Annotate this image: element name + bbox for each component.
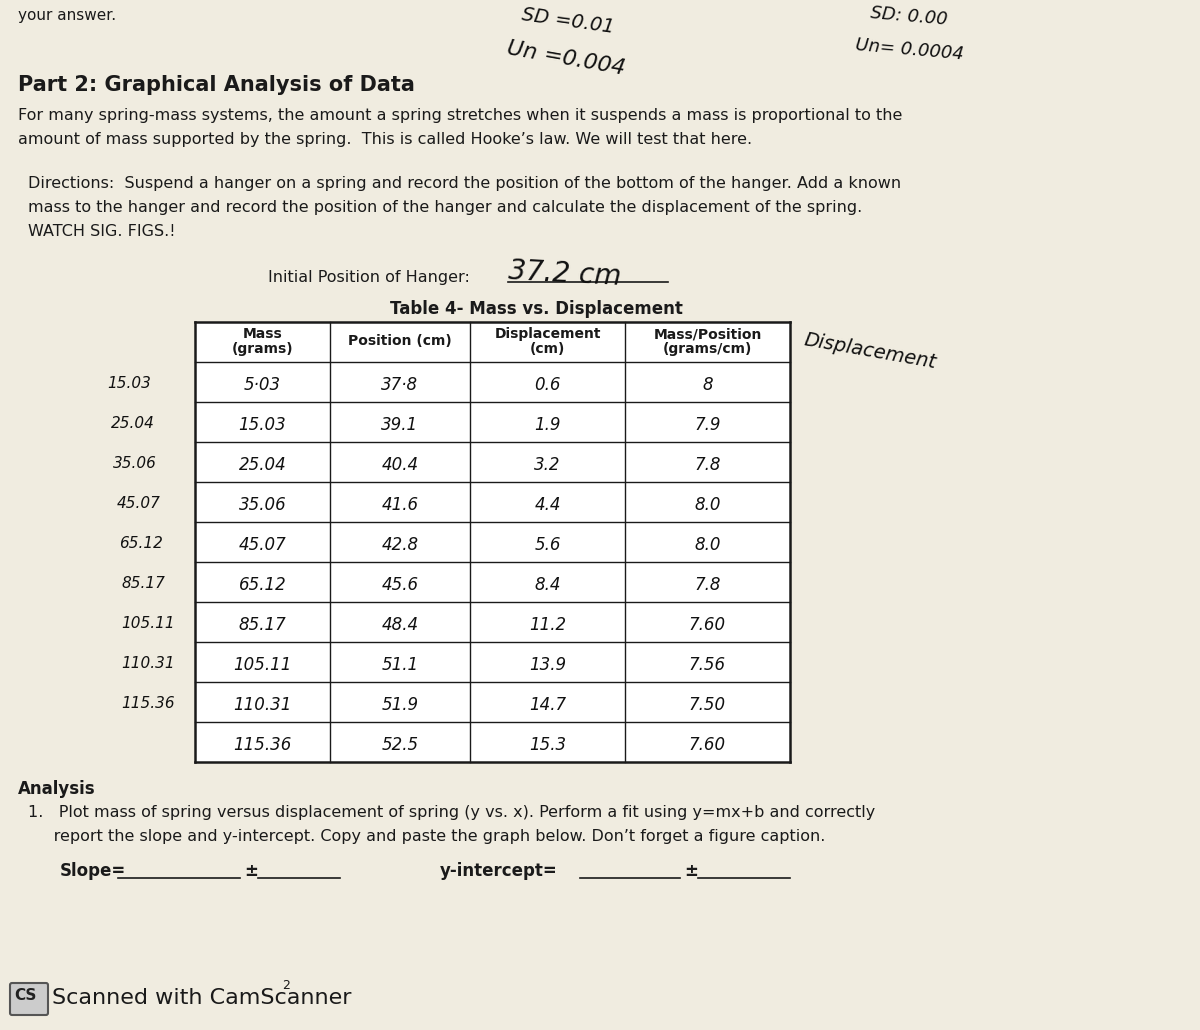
Text: 65.12: 65.12 bbox=[119, 536, 163, 551]
Text: report the slope and y-intercept. Copy and paste the graph below. Don’t forget a: report the slope and y-intercept. Copy a… bbox=[28, 829, 826, 844]
Text: ±: ± bbox=[244, 862, 258, 880]
Text: 85.17: 85.17 bbox=[239, 616, 287, 634]
Text: WATCH SIG. FIGS.!: WATCH SIG. FIGS.! bbox=[28, 224, 175, 239]
Text: 7.50: 7.50 bbox=[689, 696, 726, 714]
Text: 5.6: 5.6 bbox=[534, 536, 560, 554]
Text: 110.31: 110.31 bbox=[121, 656, 175, 671]
Text: SD =0.01: SD =0.01 bbox=[520, 5, 616, 37]
Text: Analysis: Analysis bbox=[18, 780, 96, 798]
Text: 13.9: 13.9 bbox=[529, 656, 566, 674]
Text: Scanned with CamScanner: Scanned with CamScanner bbox=[52, 988, 352, 1008]
Text: For many spring-mass systems, the amount a spring stretches when it suspends a m: For many spring-mass systems, the amount… bbox=[18, 108, 902, 123]
Text: your answer.: your answer. bbox=[18, 8, 116, 23]
Text: Mass: Mass bbox=[242, 327, 282, 341]
Text: 11.2: 11.2 bbox=[529, 616, 566, 634]
Text: 8: 8 bbox=[702, 376, 713, 394]
Text: Un= 0.0004: Un= 0.0004 bbox=[854, 36, 965, 64]
Text: 15.03: 15.03 bbox=[239, 416, 287, 434]
Text: 51.1: 51.1 bbox=[382, 656, 419, 674]
Text: 7.56: 7.56 bbox=[689, 656, 726, 674]
Text: (cm): (cm) bbox=[530, 342, 565, 356]
Text: 45.6: 45.6 bbox=[382, 576, 419, 594]
Text: 5·03: 5·03 bbox=[244, 376, 281, 394]
Text: 1.   Plot mass of spring versus displacement of spring (y vs. x). Perform a fit : 1. Plot mass of spring versus displaceme… bbox=[28, 805, 875, 820]
Text: 15.03: 15.03 bbox=[107, 376, 151, 391]
Text: 0.6: 0.6 bbox=[534, 376, 560, 394]
Text: 41.6: 41.6 bbox=[382, 496, 419, 514]
Text: Part 2: Graphical Analysis of Data: Part 2: Graphical Analysis of Data bbox=[18, 75, 415, 95]
Text: Un =0.004: Un =0.004 bbox=[505, 38, 626, 78]
Text: 7.60: 7.60 bbox=[689, 736, 726, 754]
Text: 45.07: 45.07 bbox=[118, 496, 161, 511]
Text: 8.0: 8.0 bbox=[695, 496, 721, 514]
Text: 48.4: 48.4 bbox=[382, 616, 419, 634]
Text: 8.4: 8.4 bbox=[534, 576, 560, 594]
Text: 7.9: 7.9 bbox=[695, 416, 721, 434]
Text: 7.8: 7.8 bbox=[695, 576, 721, 594]
Text: 85.17: 85.17 bbox=[121, 576, 164, 591]
Text: SD: 0.00: SD: 0.00 bbox=[870, 4, 949, 29]
Text: amount of mass supported by the spring.  This is called Hooke’s law. We will tes: amount of mass supported by the spring. … bbox=[18, 132, 752, 147]
Text: 39.1: 39.1 bbox=[382, 416, 419, 434]
Text: 14.7: 14.7 bbox=[529, 696, 566, 714]
Text: 7.8: 7.8 bbox=[695, 456, 721, 474]
Text: (grams/cm): (grams/cm) bbox=[662, 342, 752, 356]
Text: 25.04: 25.04 bbox=[112, 416, 155, 431]
Text: 42.8: 42.8 bbox=[382, 536, 419, 554]
Text: 110.31: 110.31 bbox=[233, 696, 292, 714]
Text: 35.06: 35.06 bbox=[239, 496, 287, 514]
Text: 40.4: 40.4 bbox=[382, 456, 419, 474]
Text: CS: CS bbox=[14, 988, 36, 1003]
Text: 51.9: 51.9 bbox=[382, 696, 419, 714]
Text: Initial Position of Hanger:: Initial Position of Hanger: bbox=[268, 270, 470, 285]
Text: mass to the hanger and record the position of the hanger and calculate the displ: mass to the hanger and record the positi… bbox=[28, 200, 863, 215]
Text: 1.9: 1.9 bbox=[534, 416, 560, 434]
Text: 52.5: 52.5 bbox=[382, 736, 419, 754]
Text: 25.04: 25.04 bbox=[239, 456, 287, 474]
Text: Mass/Position: Mass/Position bbox=[653, 327, 762, 341]
Text: Displacement: Displacement bbox=[494, 327, 601, 341]
Text: 65.12: 65.12 bbox=[239, 576, 287, 594]
Text: 45.07: 45.07 bbox=[239, 536, 287, 554]
Text: 105.11: 105.11 bbox=[121, 616, 175, 631]
Text: Table 4- Mass vs. Displacement: Table 4- Mass vs. Displacement bbox=[390, 300, 683, 318]
Text: 115.36: 115.36 bbox=[233, 736, 292, 754]
Text: 15.3: 15.3 bbox=[529, 736, 566, 754]
Bar bbox=[194, 322, 790, 762]
Text: 115.36: 115.36 bbox=[121, 696, 175, 711]
Text: 37.2 cm: 37.2 cm bbox=[508, 258, 622, 290]
Text: 8.0: 8.0 bbox=[695, 536, 721, 554]
Text: 37·8: 37·8 bbox=[382, 376, 419, 394]
Text: 7.60: 7.60 bbox=[689, 616, 726, 634]
FancyBboxPatch shape bbox=[10, 983, 48, 1015]
Text: ±: ± bbox=[684, 862, 698, 880]
Text: y-intercept=: y-intercept= bbox=[440, 862, 558, 880]
Text: 105.11: 105.11 bbox=[233, 656, 292, 674]
Text: 3.2: 3.2 bbox=[534, 456, 560, 474]
Text: 2: 2 bbox=[282, 978, 290, 992]
Text: Position (cm): Position (cm) bbox=[348, 334, 452, 348]
Text: Slope=: Slope= bbox=[60, 862, 126, 880]
Text: 4.4: 4.4 bbox=[534, 496, 560, 514]
Text: Directions:  Suspend a hanger on a spring and record the position of the bottom : Directions: Suspend a hanger on a spring… bbox=[28, 176, 901, 191]
Text: Displacement: Displacement bbox=[802, 330, 937, 372]
Text: 35.06: 35.06 bbox=[113, 456, 157, 471]
Text: (grams): (grams) bbox=[232, 342, 293, 356]
